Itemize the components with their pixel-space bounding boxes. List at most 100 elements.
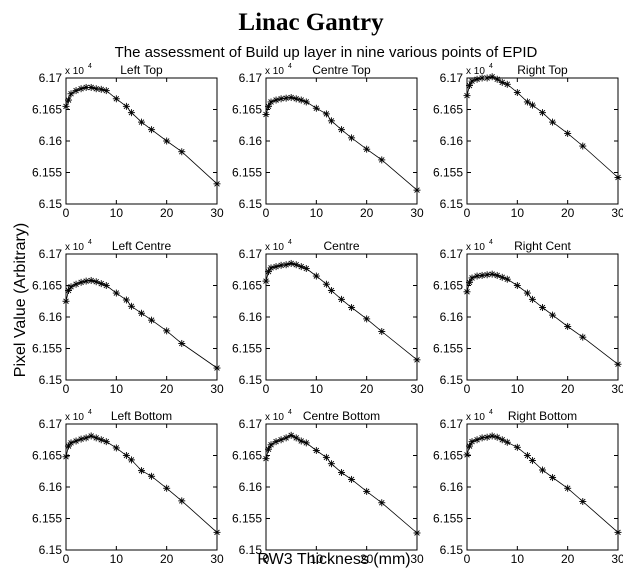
data-point <box>348 304 356 312</box>
marker-stroke <box>214 181 220 187</box>
plot-frame <box>265 423 418 551</box>
marker-stroke <box>539 109 546 116</box>
data-point <box>564 322 572 330</box>
y-tick-label: 6.155 <box>32 166 62 180</box>
data-point <box>82 277 90 285</box>
marker-stroke <box>323 454 330 461</box>
subplot-2: 0 10 20 30 6.15 6.155 6.16 6.165 6.17 x 10 4 Centre… <box>232 63 424 220</box>
marker-stroke <box>414 530 420 536</box>
data-point <box>413 529 421 537</box>
subplot-title: Centre Bottom <box>303 409 380 423</box>
marker-stroke <box>293 261 299 268</box>
data-point <box>614 528 622 536</box>
y-tick-label: 6.165 <box>433 449 463 463</box>
data-point <box>463 288 471 296</box>
x-tick-label: 20 <box>360 382 374 396</box>
marker-stroke <box>539 304 546 311</box>
marker-stroke <box>414 187 420 193</box>
data-point <box>148 316 156 324</box>
data-point <box>493 433 501 441</box>
data-point <box>62 297 70 305</box>
data-point <box>523 452 531 459</box>
marker-stroke <box>293 96 299 102</box>
marker-stroke <box>494 272 500 279</box>
marker-stroke <box>214 529 220 536</box>
marker-stroke <box>494 76 500 83</box>
data-point <box>528 457 536 465</box>
data-point <box>262 111 270 119</box>
data-point <box>549 311 557 319</box>
data-point <box>262 455 270 463</box>
y-tick-label: 6.155 <box>32 342 62 356</box>
subplot-9: 0 10 20 30 6.15 6.155 6.16 6.165 6.17 x 10 4 Right … <box>433 409 623 566</box>
x-tick-label: 30 <box>611 206 623 220</box>
marker-stroke <box>466 443 473 449</box>
x-tick-label: 20 <box>160 552 174 566</box>
marker-stroke <box>323 281 330 288</box>
marker-stroke <box>178 498 185 504</box>
data-point <box>483 74 491 82</box>
data-point <box>163 327 171 335</box>
data-point <box>102 87 110 95</box>
data-point <box>148 126 156 134</box>
marker-stroke <box>489 73 495 80</box>
plot-frame <box>265 77 418 205</box>
data-point <box>528 101 536 109</box>
y-tick-label: 6.16 <box>440 310 464 324</box>
y-tick-label: 6.16 <box>239 310 263 324</box>
data-point <box>513 88 521 96</box>
marker-stroke <box>564 485 571 492</box>
marker-stroke <box>163 138 170 144</box>
marker-stroke <box>288 94 294 101</box>
marker-stroke <box>579 334 586 340</box>
data-point <box>338 295 345 303</box>
marker-stroke <box>323 111 330 117</box>
y-tick-label: 6.17 <box>440 71 464 85</box>
data-point <box>102 438 110 446</box>
y-tick-label: 6.15 <box>239 543 263 557</box>
marker-stroke <box>83 84 89 91</box>
data-point <box>122 452 130 459</box>
marker-stroke <box>98 280 105 287</box>
data-point <box>287 431 295 439</box>
x-tick-label: 30 <box>410 382 424 396</box>
marker-stroke <box>265 268 272 275</box>
marker-stroke <box>263 111 269 118</box>
data-point <box>503 275 511 283</box>
plot-frame <box>65 77 218 205</box>
data-point <box>327 287 335 295</box>
data-point <box>65 287 73 295</box>
data-point <box>614 360 622 368</box>
marker-stroke <box>128 303 135 310</box>
marker-stroke <box>504 276 511 282</box>
marker-stroke <box>303 440 310 446</box>
y-multiplier-exponent: 4 <box>489 409 493 416</box>
y-tick-label: 6.16 <box>239 134 263 148</box>
data-point <box>312 272 320 280</box>
marker-stroke <box>363 146 370 152</box>
data-point <box>178 497 186 505</box>
data-point <box>213 364 221 372</box>
y-multiplier: x 10 <box>466 412 485 423</box>
data-point <box>163 137 171 145</box>
y-tick-label: 6.165 <box>32 279 62 293</box>
marker-stroke <box>466 82 473 89</box>
marker-stroke <box>484 272 490 278</box>
marker-stroke <box>615 529 621 536</box>
marker-stroke <box>163 328 170 334</box>
marker-stroke <box>113 290 120 296</box>
marker-stroke <box>298 438 305 444</box>
marker-stroke <box>83 278 89 284</box>
y-tick-label: 6.16 <box>440 480 464 494</box>
marker-stroke <box>579 498 586 505</box>
data-point <box>112 444 120 452</box>
data-point <box>539 466 546 474</box>
y-tick-label: 6.15 <box>239 197 263 211</box>
data-point <box>265 268 273 276</box>
marker-stroke <box>549 474 556 481</box>
data-point <box>102 282 110 289</box>
data-point <box>178 148 186 156</box>
data-point <box>363 315 371 323</box>
marker-stroke <box>564 130 571 137</box>
